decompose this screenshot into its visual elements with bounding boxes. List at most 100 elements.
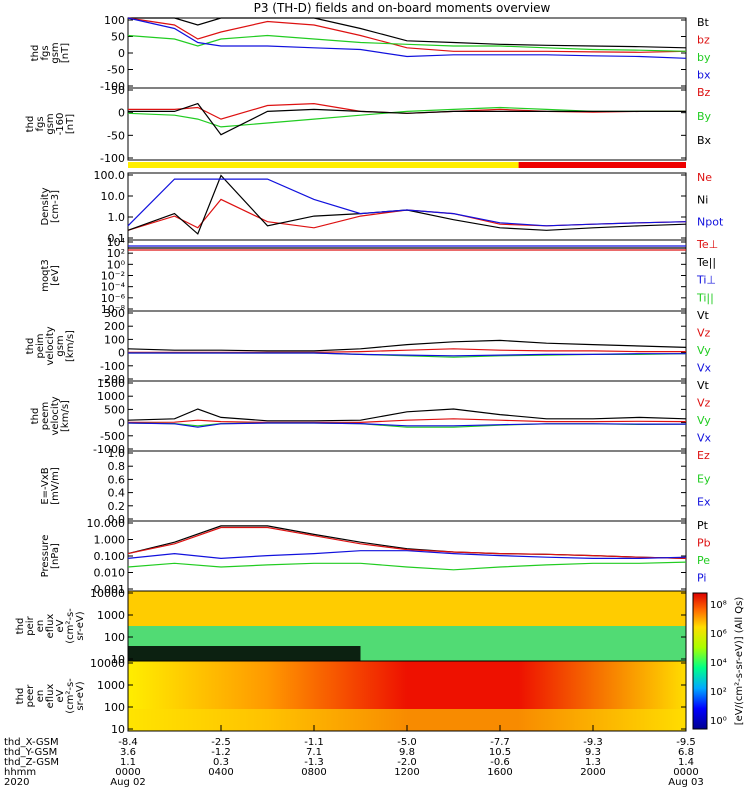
y-tick-label: -50 [107,129,125,142]
y-tick-label: 100.0 [94,169,126,182]
x-column-value: Aug 03 [668,777,703,788]
legend-entry: Pb [697,537,711,550]
y-axis-label-line: [eV] [50,265,61,286]
y-tick-label: 0.1 [108,232,126,245]
series-line-ne [127,198,687,231]
y-axis-label-line: fgs [35,116,46,131]
x-column-value: -2.5 [211,737,231,748]
y-axis-label-line: (cm²-s- [65,678,76,714]
y-axis-label-line: [km/s] [60,400,71,432]
ion-spectrogram-noise [128,646,361,661]
y-axis-label-line: eV [55,619,66,632]
x-column-value: -9.3 [583,737,603,748]
legend-entry: Ti|| [696,291,714,304]
series-line-vx [127,422,686,428]
legend-entry: Bz [697,86,711,99]
legend-entry: By [697,110,712,123]
y-axis-label-line: [km/s] [65,330,76,362]
y-axis-label-line: en [35,620,46,633]
legend-entry: Vy [697,414,711,427]
y-tick-label: 0.010 [94,567,126,580]
x-column-value: -7.7 [490,737,510,748]
colorbar-tick-label: 10⁴ [710,658,727,669]
y-axis-label: thd peer en eflux eV (cm²-s-sr-eV) [15,678,86,714]
y-tick-label: 10⁴ [107,236,126,249]
x-column-value: -2.0 [397,757,417,768]
panel-frame [127,380,687,452]
x-column-value: 10.5 [489,747,511,758]
y-tick-label: 1.000 [94,534,126,547]
x-row-label: hhmm [4,767,36,778]
panel-2: 50 0 -50 -100 thd fgs gsm -160 [nT] Bz By Bx [25,84,712,165]
y-tick-label: 1500 [97,377,125,390]
y-tick-label: 0.001 [94,583,126,596]
legend-entry: Bt [697,16,710,29]
series-line-pi [127,550,687,560]
legend-entry: Ne [697,171,712,184]
y-axis-label-line: eV [55,689,66,702]
y-tick-label: 100 [104,14,125,27]
x-column-value: -1.3 [304,757,324,768]
y-axis-label-line: (cm²-s- [65,608,76,644]
x-column-value: 6.8 [678,747,694,758]
panel-10: 10000 1000 100 10 thd peer en eflux eV (cm²-s-sr-… [15,657,687,736]
y-tick-label: -1000 [93,443,125,456]
y-axis-label-line: gsm [55,335,66,356]
legend-entry: Ez [697,449,710,462]
y-tick-label: 50 [111,31,125,44]
plot-title: P3 (TH-D) fields and on-board moments ov… [254,1,551,15]
colorbar-tick-label: 10⁰ [710,716,727,727]
x-column-value: 1.1 [120,757,136,768]
series-line-vx [128,352,686,357]
legend-entry: Vy [697,344,711,357]
y-axis-label-line: velocity [50,396,61,435]
series-line-by [127,34,687,52]
y-tick-label: -200 [100,373,125,386]
series-line-bx [128,102,686,136]
panel-frame [127,17,687,89]
y-tick-label: 1000 [97,679,125,692]
y-tick-label: 10⁻² [101,270,125,283]
x-column-value: 2000 [580,767,605,778]
y-axis-label: thd peem velocity [km/s] [30,396,71,435]
colorbar-tick-label: 10² [710,687,727,698]
series-line-bz [127,17,687,53]
series-line-pe [127,561,687,571]
colorbar [692,592,708,730]
y-tick-label: 300 [104,307,125,320]
y-axis-label: moqt3 [eV] [40,259,61,292]
y-axis-label-line: [cm-3] [50,190,61,223]
x-column-value: 0400 [208,767,233,778]
legend-entry: bx [697,69,711,82]
y-axis-label-line: [nT] [60,43,71,63]
x-column-value: -8.4 [118,737,138,748]
y-axis-label-line: moqt3 [40,259,51,292]
series-line-vt [127,339,687,352]
legend-entry: bz [697,34,710,47]
x-column-value: 0000 [115,767,140,778]
y-axis-label-line: peim [35,333,46,358]
y-axis-label: thd peim velocity gsm [km/s] [25,326,76,365]
legend-entry: Ey [697,472,711,485]
x-column-value: 1.3 [585,757,601,768]
y-axis-label: thd fgs gsm -160 [nT] [25,113,76,136]
x-column-value: -0.6 [490,757,510,768]
legend-entry: Vt [697,309,710,322]
y-tick-label: 0.4 [108,487,126,500]
panel-3: 100.0 10.0 1.0 0.1 Density [cm-3] Ne Ni Npot [40,169,724,245]
series-line-ni [127,174,687,235]
y-tick-label: 100 [104,631,125,644]
y-axis-label-line: [mV/m] [50,467,61,505]
y-axis-label-line: [nPa] [50,543,61,569]
legend-entry: Ex [697,496,711,509]
legend-entry: Bx [697,134,712,147]
x-column-value: 1200 [394,767,419,778]
y-tick-label: 10.000 [87,517,126,530]
panel-frame [127,239,687,312]
legend-entry: Pi [697,572,706,585]
y-tick-label: 10⁰ [107,258,126,271]
x-column-value: 7.1 [306,747,322,758]
